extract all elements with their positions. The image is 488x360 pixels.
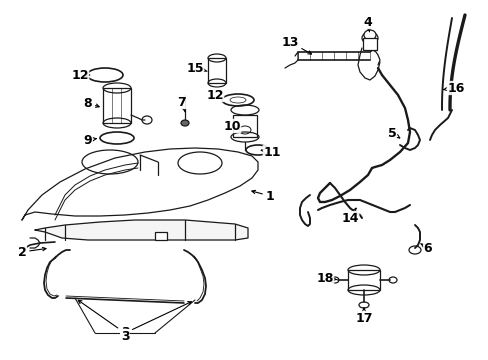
Text: 12: 12: [206, 89, 224, 102]
Text: 4: 4: [363, 15, 372, 32]
Text: 3: 3: [121, 329, 129, 342]
Text: 14: 14: [341, 208, 358, 225]
Text: 5: 5: [387, 126, 399, 140]
Text: 16: 16: [443, 81, 464, 95]
Ellipse shape: [181, 120, 189, 126]
Bar: [362, 38, 376, 50]
Text: 6: 6: [420, 242, 431, 255]
Bar: [155, 232, 167, 240]
Text: 15: 15: [186, 62, 206, 75]
Text: 12: 12: [71, 68, 89, 81]
Text: 1: 1: [251, 189, 274, 202]
Text: 3: 3: [121, 302, 191, 339]
Text: 2: 2: [18, 246, 46, 258]
Text: 7: 7: [177, 95, 186, 112]
Text: 17: 17: [354, 308, 372, 324]
Text: 13: 13: [281, 36, 311, 54]
Polygon shape: [22, 148, 258, 220]
Bar: [103, 88, 131, 123]
Text: 11: 11: [261, 145, 280, 158]
Text: 18: 18: [316, 271, 336, 284]
Text: 10: 10: [223, 120, 240, 132]
Text: 9: 9: [83, 134, 96, 147]
Ellipse shape: [363, 30, 375, 40]
Polygon shape: [35, 220, 247, 240]
Bar: [232, 115, 257, 137]
Text: 3: 3: [78, 300, 129, 339]
Text: 8: 8: [83, 96, 99, 109]
Bar: [347, 270, 379, 290]
Bar: [207, 58, 225, 83]
